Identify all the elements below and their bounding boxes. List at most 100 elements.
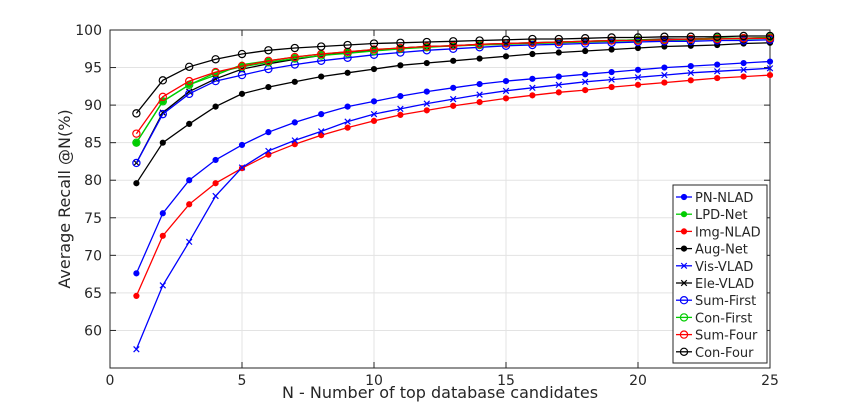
data-point [713,34,722,44]
data-point-stroke [476,91,483,98]
data-point [739,31,748,41]
series-vis-vlad [133,65,774,353]
data-point [714,74,721,82]
data-point [422,37,431,47]
data-point [133,345,140,353]
data-point [159,139,166,146]
x-tick-label: 0 [106,373,115,389]
data-point [344,124,351,131]
data-point [679,313,689,322]
y-axis-ticks: 60 65 70 75 80 85 90 95 100 [75,23,770,339]
legend-label: Vis-VLAD [695,260,753,275]
data-point [687,62,694,70]
grid-lines [109,29,771,368]
data-point-stroke [238,164,246,171]
data-point-stroke [608,76,615,83]
data-point-stroke [344,118,351,125]
data-point [450,57,457,64]
data-point [555,81,563,89]
plot-area-frame [109,29,771,369]
data-point [237,70,247,80]
data-point [449,41,458,50]
data-point-stroke [687,69,695,77]
data-point [159,232,166,239]
legend-entry-con-four: Con-Four [676,346,754,361]
data-point [661,79,668,86]
data-point [634,81,642,88]
data-point [133,180,140,187]
data-point [158,76,167,85]
data-point [608,68,615,76]
data-point [765,34,775,43]
data-point [265,151,272,158]
data-point [212,180,219,187]
data-point [397,62,404,69]
data-point [686,37,696,46]
data-point-stroke [555,81,563,89]
data-point [633,33,643,42]
data-point [607,33,616,42]
data-point [423,88,430,95]
legend-entry-sum-four: Sum-Four [676,329,758,344]
data-point [186,201,193,208]
data-point [264,56,273,65]
data-point [449,37,458,46]
data-point [132,129,141,138]
x-tick-label: 15 [497,373,515,389]
data-point [132,138,141,147]
data-point [237,61,247,71]
data-point [529,50,536,58]
data-point [449,95,457,103]
x-axis-ticks: 0 5 10 15 20 25 [106,30,779,389]
data-point [397,92,404,100]
data-point [502,87,510,95]
data-point [264,46,273,55]
data-point [158,109,167,119]
data-point [212,192,219,200]
y-axis-label: Average Recall @N(%) [55,109,74,288]
data-point [133,270,140,277]
data-point [607,38,616,47]
data-point [679,330,689,339]
data-point [686,32,696,41]
data-point [475,36,484,45]
data-point [502,95,510,102]
data-point [501,41,511,50]
data-point [343,53,352,62]
data-point-stroke [317,128,325,135]
series-pn-nlad [133,58,774,277]
legend-label: PN-NLAD [695,191,753,206]
legend-label: Con-Four [695,346,754,361]
data-point [555,73,562,80]
series-aug-net [133,39,774,187]
data-point-stroke [133,345,140,353]
data-point-stroke [680,279,688,287]
legend-entry-sum-first: Sum-First [676,294,756,309]
data-point [185,238,193,246]
data-point-stroke [581,78,589,86]
data-point [529,84,536,92]
data-point [317,128,325,135]
legend-entry-aug-net: Aug-Net [676,243,748,258]
series-con-four [132,31,775,118]
data-point [766,65,774,72]
data-point [608,76,615,83]
x-tick-label: 5 [238,373,247,389]
data-point [211,76,220,86]
data-point [238,164,246,171]
data-point [450,102,457,109]
data-point [581,78,589,86]
data-point-stroke [529,84,536,92]
data-point-stroke [766,65,774,72]
data-point [680,279,688,287]
data-point [318,132,325,139]
data-point [679,347,689,356]
data-point [344,103,351,110]
data-point [397,105,404,113]
data-point [423,59,430,67]
legend-label: Aug-Net [695,243,748,258]
data-point [317,42,326,51]
data-point [370,117,378,124]
data-point [765,31,775,41]
x-tick-label: 10 [365,373,383,389]
